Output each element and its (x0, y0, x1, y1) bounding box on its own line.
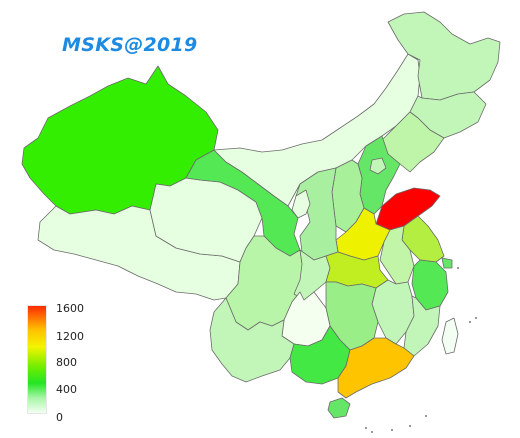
region-hainan[interactable] (327, 397, 351, 419)
region-guangdong[interactable] (337, 337, 415, 399)
watermark-title: MSKS@2019 (62, 34, 198, 56)
region-taiwan[interactable] (441, 317, 459, 355)
region-shanghai[interactable] (441, 257, 453, 269)
legend-tick-0: 0 (56, 411, 63, 424)
region-heilongjiang[interactable] (387, 11, 501, 101)
region-zhejiang[interactable] (411, 259, 449, 311)
region-ningxia[interactable] (291, 189, 311, 219)
region-beijing[interactable] (369, 157, 387, 175)
region-fujian[interactable] (403, 295, 441, 357)
legend-tick-400: 400 (56, 383, 77, 396)
legend-tick-800: 800 (56, 356, 77, 369)
legend-tick-1200: 1200 (56, 330, 84, 343)
region-yunnan[interactable] (209, 297, 295, 383)
legend-tick-1600: 1600 (56, 302, 84, 315)
south-china-sea-islands (365, 267, 477, 433)
legend-color-bar (27, 305, 47, 414)
